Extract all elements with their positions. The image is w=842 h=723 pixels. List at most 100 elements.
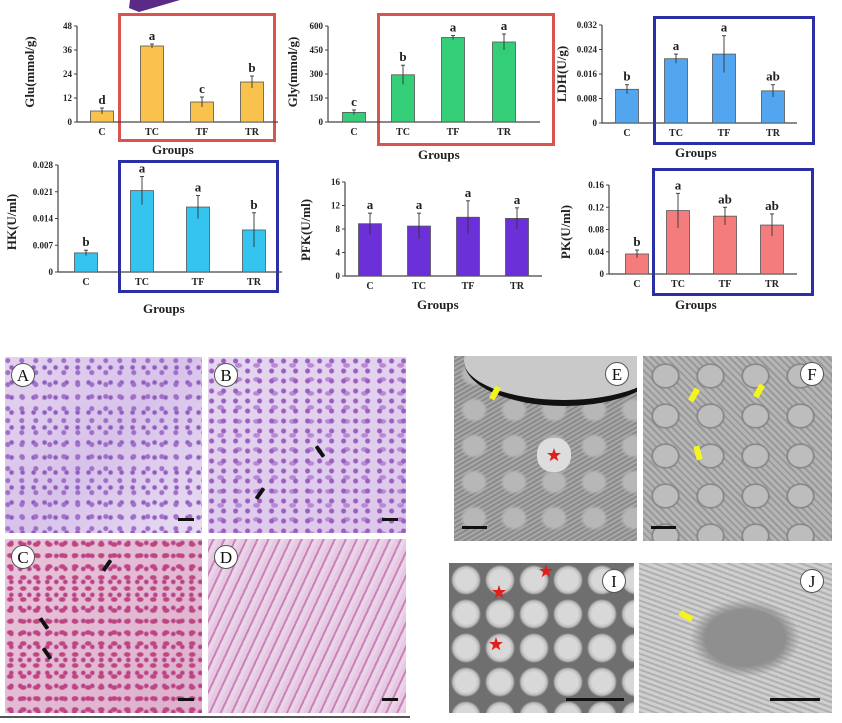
gly-x-tick-label: TC [396,127,410,138]
panel-label-c: C [11,545,35,569]
scale-bar [382,518,398,521]
black-arrow-icon [41,647,53,660]
gly-x-label: Groups [418,147,460,162]
micrograph-c: C [5,539,202,713]
ldh-x-tick-label: TR [766,128,781,139]
ldh-x-tick-label: TF [718,128,731,139]
black-arrow-icon [38,617,50,630]
micrograph-j: J [639,563,832,713]
pk-x-label: Groups [675,297,717,312]
ldh-x-tick-label: C [623,128,630,139]
gly-bar-TR [492,41,516,123]
pk-significance-label: a [675,177,682,192]
pfk-y-tick-label: 0 [336,271,341,281]
panel-label-i: I [602,569,626,593]
gly-y-tick-label: 0 [319,117,324,127]
glu-x-tick-label: C [98,127,105,138]
pk-y-tick-label: 0 [600,269,605,279]
pfk-significance-label: a [514,192,521,207]
panel-label-b: B [214,363,238,387]
panel-label-a: A [11,363,35,387]
glu-x-label: Groups [152,142,194,157]
scale-bar [178,518,194,521]
gly-x-tick-label: C [350,127,357,138]
purple-arrow-fragment-icon [129,0,180,12]
hk-y-tick-label: 0 [49,267,54,277]
gly-x-tick-label: TF [447,127,460,138]
pfk-significance-label: a [367,197,374,212]
ldh-significance-label: b [623,69,630,84]
pk-x-tick-label: TR [765,279,780,290]
glu-highlight-box [118,13,276,142]
hk-bar-C [74,252,98,273]
pk-y-label: PK(U/ml) [558,204,573,260]
yellow-arrow-icon [752,383,766,399]
hk-x-tick-label: TR [247,277,262,288]
hk-y-tick-label: 0.028 [33,160,54,170]
glu-y-label: Glu(mmol/g) [22,36,37,108]
glu-bar-TC [140,45,164,123]
hk-y-tick-label: 0.014 [33,214,54,224]
ldh-y-tick-label: 0.024 [577,45,598,55]
pfk-significance-label: a [416,197,423,212]
ldh-y-tick-label: 0.032 [577,20,598,30]
scale-bar [566,698,624,701]
hk-y-label: HK(U/ml) [4,193,19,251]
ldh-significance-label: a [673,38,680,53]
pfk-y-tick-label: 12 [331,201,341,211]
pk-y-tick-label: 0.12 [588,202,604,212]
micrograph-b: B [208,357,406,533]
micrograph-d: D [208,539,406,713]
glu-significance-label: d [98,92,106,107]
pfk-y-tick-label: 16 [331,177,341,187]
scale-bar [462,526,487,529]
gly-significance-label: c [351,94,357,109]
pfk-x-label: Groups [417,297,459,312]
ldh-x-tick-label: TC [669,128,683,139]
yellow-arrow-icon [678,609,694,623]
hk-significance-label: a [139,160,146,175]
glu-y-tick-label: 48 [63,21,73,31]
panel-label-f: F [800,362,824,386]
gly-significance-label: b [399,49,406,64]
pfk-x-tick-label: TF [462,281,475,292]
gly-significance-label: a [501,18,508,33]
ldh-y-tick-label: 0 [593,118,598,128]
hk-x-tick-label: C [82,277,89,288]
gly-y-tick-label: 150 [310,93,324,103]
glu-x-tick-label: TC [145,127,159,138]
glu-y-tick-label: 12 [63,93,73,103]
pfk-y-tick-label: 4 [336,248,341,258]
glu-x-tick-label: TF [196,127,209,138]
ldh-bar-TC [664,58,688,124]
gly-highlight-box [377,13,555,146]
glu-y-tick-label: 24 [63,69,73,79]
gly-y-tick-label: 300 [310,69,324,79]
divider [0,716,410,718]
bar-charts: 012243648dCaTCcTFbTR0150300450600cCbTCaT… [33,18,797,292]
gly-significance-label: a [450,20,457,35]
hk-x-tick-label: TC [135,277,149,288]
red-star-icon [489,637,503,651]
pfk-x-tick-label: C [366,281,373,292]
pk-x-tick-label: TC [671,279,685,290]
ldh-significance-label: ab [766,69,780,84]
gly-y-tick-label: 450 [310,45,324,55]
hk-significance-label: b [250,197,257,212]
micrograph-i: I [449,563,634,713]
ldh-significance-label: a [721,20,728,35]
scale-bar [770,698,820,701]
panel-label-e: E [605,362,629,386]
yellow-arrow-icon [693,445,703,461]
hk-x-tick-label: TF [192,277,205,288]
scale-bar [178,698,194,701]
glu-y-tick-label: 36 [63,45,73,55]
glu-y-tick-label: 0 [68,117,73,127]
ldh-highlight-box [653,16,815,145]
gly-bar-TF [441,37,465,123]
pk-x-tick-label: C [633,279,640,290]
scale-bar [651,526,676,529]
pk-highlight-box [652,168,814,296]
pfk-x-tick-label: TR [510,281,525,292]
red-star-icon [539,564,553,578]
